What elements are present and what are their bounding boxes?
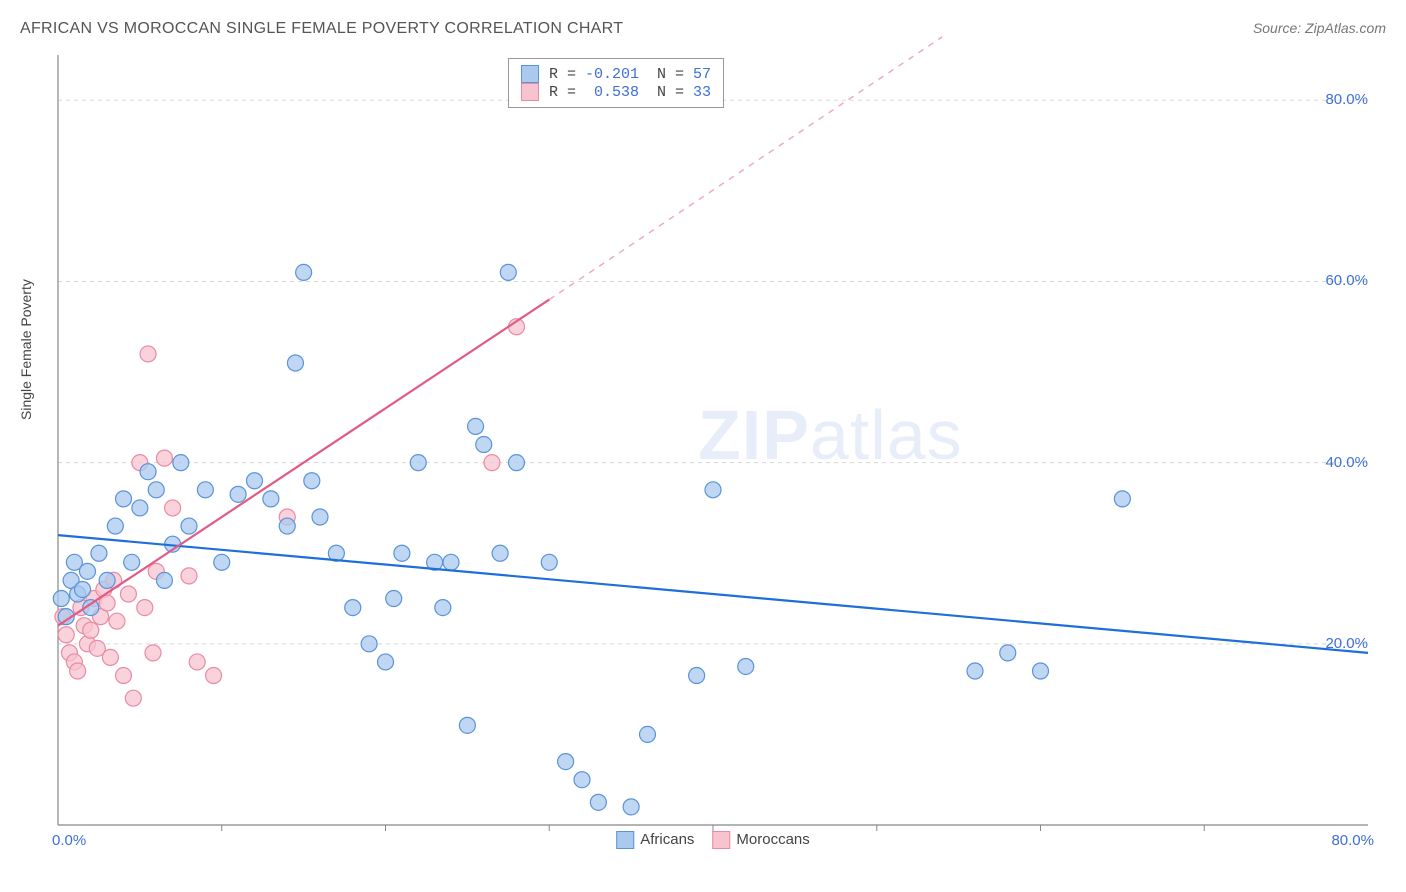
legend-swatch [712, 831, 730, 849]
y-tick-label: 80.0% [1298, 91, 1368, 108]
stats-row: R = -0.201 N = 57 [521, 65, 711, 83]
legend-item: Africans [616, 831, 694, 849]
x-axis-min-label: 0.0% [52, 832, 86, 849]
legend-label: Africans [640, 831, 694, 848]
y-tick-label: 40.0% [1298, 454, 1368, 471]
y-tick-label: 60.0% [1298, 272, 1368, 289]
legend-swatch [616, 831, 634, 849]
legend-label: Moroccans [736, 831, 809, 848]
legend-item: Moroccans [712, 831, 809, 849]
legend-swatch [521, 65, 539, 83]
correlation-stats-box: R = -0.201 N = 57R = 0.538 N = 33 [508, 58, 724, 108]
x-axis-max-label: 80.0% [1331, 832, 1374, 849]
chart-plot-area: ZIPatlas R = -0.201 N = 57R = 0.538 N = … [58, 55, 1368, 825]
source-credit: Source: ZipAtlas.com [1253, 20, 1386, 36]
bottom-legend: Africans Moroccans [616, 831, 810, 849]
y-axis-label: Single Female Poverty [18, 279, 34, 420]
scatter-chart-svg [58, 55, 1368, 825]
y-tick-label: 20.0% [1298, 635, 1368, 652]
legend-swatch [521, 83, 539, 101]
stats-row: R = 0.538 N = 33 [521, 83, 711, 101]
chart-title: AFRICAN VS MOROCCAN SINGLE FEMALE POVERT… [20, 20, 623, 37]
stats-text: R = -0.201 N = 57 [549, 66, 711, 83]
stats-text: R = 0.538 N = 33 [549, 84, 711, 101]
